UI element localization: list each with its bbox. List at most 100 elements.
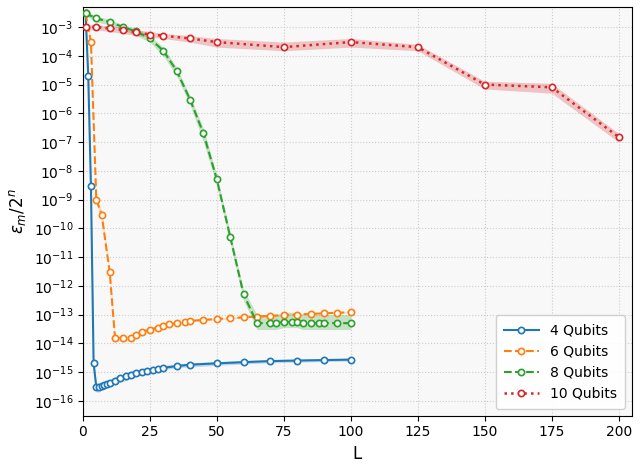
6 Qubits — [119, 336, 127, 341]
4 Qubits — [103, 381, 111, 387]
8 Qubits — [315, 321, 323, 326]
X-axis label: L: L — [353, 445, 362, 463]
10 Qubits — [119, 27, 127, 32]
4 Qubits — [127, 372, 135, 377]
4 Qubits — [116, 376, 124, 381]
4 Qubits — [106, 381, 113, 386]
8 Qubits — [280, 319, 287, 325]
6 Qubits — [98, 212, 106, 217]
Line: 4 Qubits: 4 Qubits — [83, 10, 354, 390]
10 Qubits — [92, 24, 100, 30]
Line: 6 Qubits: 6 Qubits — [83, 10, 354, 341]
4 Qubits — [84, 73, 92, 78]
6 Qubits — [267, 313, 275, 319]
6 Qubits — [280, 313, 287, 318]
8 Qubits — [227, 234, 234, 240]
4 Qubits — [213, 360, 221, 366]
8 Qubits — [333, 321, 341, 326]
4 Qubits — [98, 384, 106, 389]
8 Qubits — [272, 321, 280, 326]
8 Qubits — [253, 321, 261, 326]
Y-axis label: $\varepsilon_m / 2^n$: $\varepsilon_m / 2^n$ — [7, 188, 28, 234]
8 Qubits — [173, 68, 180, 74]
6 Qubits — [307, 311, 314, 317]
6 Qubits — [333, 310, 341, 315]
6 Qubits — [138, 329, 146, 335]
10 Qubits — [132, 30, 140, 35]
6 Qubits — [186, 318, 194, 324]
6 Qubits — [111, 336, 119, 341]
Legend: 4 Qubits, 6 Qubits, 8 Qubits, 10 Qubits: 4 Qubits, 6 Qubits, 8 Qubits, 10 Qubits — [495, 315, 625, 409]
10 Qubits — [481, 82, 488, 87]
4 Qubits — [95, 384, 103, 390]
4 Qubits — [154, 366, 162, 372]
Line: 8 Qubits: 8 Qubits — [83, 10, 354, 326]
6 Qubits — [347, 309, 355, 315]
8 Qubits — [106, 19, 113, 25]
8 Qubits — [307, 321, 314, 326]
4 Qubits — [293, 358, 301, 363]
4 Qubits — [320, 357, 328, 363]
4 Qubits — [132, 370, 140, 376]
8 Qubits — [347, 321, 355, 326]
8 Qubits — [186, 97, 194, 102]
6 Qubits — [240, 314, 248, 320]
8 Qubits — [293, 319, 301, 325]
8 Qubits — [119, 24, 127, 30]
10 Qubits — [414, 44, 422, 50]
4 Qubits — [267, 358, 275, 364]
4 Qubits — [173, 363, 180, 369]
Line: 10 Qubits: 10 Qubits — [83, 24, 621, 140]
8 Qubits — [267, 321, 275, 326]
6 Qubits — [154, 325, 162, 330]
8 Qubits — [82, 10, 90, 16]
4 Qubits — [347, 357, 355, 362]
10 Qubits — [159, 33, 167, 39]
6 Qubits — [106, 269, 113, 275]
8 Qubits — [213, 177, 221, 182]
6 Qubits — [320, 311, 328, 316]
8 Qubits — [132, 29, 140, 34]
10 Qubits — [213, 39, 221, 45]
4 Qubits — [240, 360, 248, 365]
4 Qubits — [111, 378, 119, 384]
8 Qubits — [146, 36, 154, 41]
8 Qubits — [288, 319, 296, 325]
6 Qubits — [82, 10, 90, 16]
8 Qubits — [200, 131, 207, 136]
6 Qubits — [213, 316, 221, 322]
4 Qubits — [92, 384, 100, 390]
4 Qubits — [82, 10, 90, 16]
8 Qubits — [320, 321, 328, 326]
6 Qubits — [293, 312, 301, 317]
4 Qubits — [143, 368, 151, 374]
6 Qubits — [173, 321, 180, 326]
4 Qubits — [186, 362, 194, 368]
4 Qubits — [90, 360, 97, 366]
8 Qubits — [92, 16, 100, 21]
6 Qubits — [253, 313, 261, 319]
6 Qubits — [227, 315, 234, 321]
6 Qubits — [159, 323, 167, 329]
6 Qubits — [92, 197, 100, 203]
4 Qubits — [87, 183, 95, 188]
8 Qubits — [159, 48, 167, 54]
4 Qubits — [122, 374, 129, 379]
10 Qubits — [82, 24, 90, 30]
6 Qubits — [127, 336, 135, 341]
10 Qubits — [347, 39, 355, 45]
10 Qubits — [548, 85, 556, 90]
10 Qubits — [186, 36, 194, 41]
4 Qubits — [148, 367, 156, 373]
4 Qubits — [138, 369, 146, 375]
6 Qubits — [132, 332, 140, 337]
8 Qubits — [240, 291, 248, 297]
4 Qubits — [100, 382, 108, 388]
6 Qubits — [87, 39, 95, 45]
6 Qubits — [200, 317, 207, 323]
4 Qubits — [159, 365, 167, 371]
8 Qubits — [299, 321, 307, 326]
6 Qubits — [146, 327, 154, 332]
10 Qubits — [106, 25, 113, 31]
10 Qubits — [280, 44, 287, 50]
